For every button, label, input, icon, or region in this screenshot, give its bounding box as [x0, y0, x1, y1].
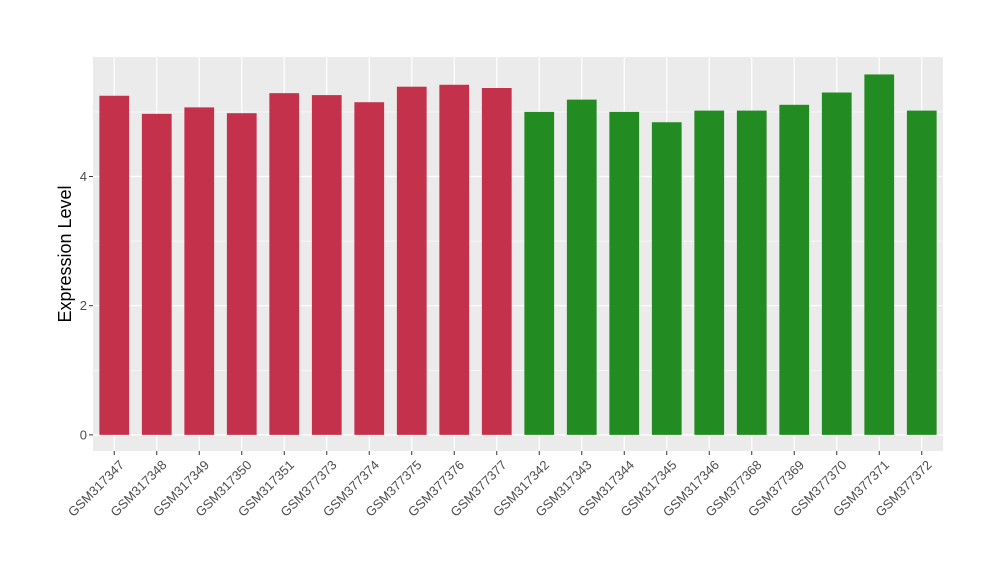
- x-axis: GSM317347GSM317348GSM317349GSM317350GSM3…: [65, 451, 935, 520]
- bar-GSM377375: [396, 86, 427, 435]
- bar-GSM317348: [141, 113, 172, 435]
- bar-GSM317343: [566, 99, 597, 435]
- bar-GSM377369: [779, 104, 810, 435]
- bar-GSM317347: [99, 95, 130, 435]
- y-axis: 0 2 4: [80, 169, 93, 442]
- bar-GSM317344: [609, 111, 640, 435]
- bar-GSM377370: [821, 92, 852, 435]
- bars: [99, 74, 937, 435]
- bar-GSM377371: [864, 74, 895, 435]
- bar-GSM317342: [524, 111, 555, 435]
- bar-GSM317345: [651, 122, 682, 435]
- bar-GSM377373: [311, 95, 342, 435]
- plot-panel: [93, 57, 943, 451]
- bar-GSM377376: [439, 84, 470, 435]
- y-axis-title: Expression Level: [55, 185, 75, 322]
- bar-GSM317349: [184, 107, 215, 435]
- bar-GSM377368: [736, 110, 767, 435]
- y-tick-label: 0: [80, 427, 87, 442]
- bar-GSM377374: [354, 102, 385, 435]
- bar-GSM377377: [481, 88, 512, 435]
- bar-GSM377372: [906, 110, 937, 435]
- bar-GSM317346: [694, 110, 725, 435]
- y-tick-label: 2: [80, 298, 87, 313]
- bar-GSM317350: [226, 113, 257, 435]
- y-tick-label: 4: [80, 169, 87, 184]
- bar-GSM317351: [269, 93, 300, 435]
